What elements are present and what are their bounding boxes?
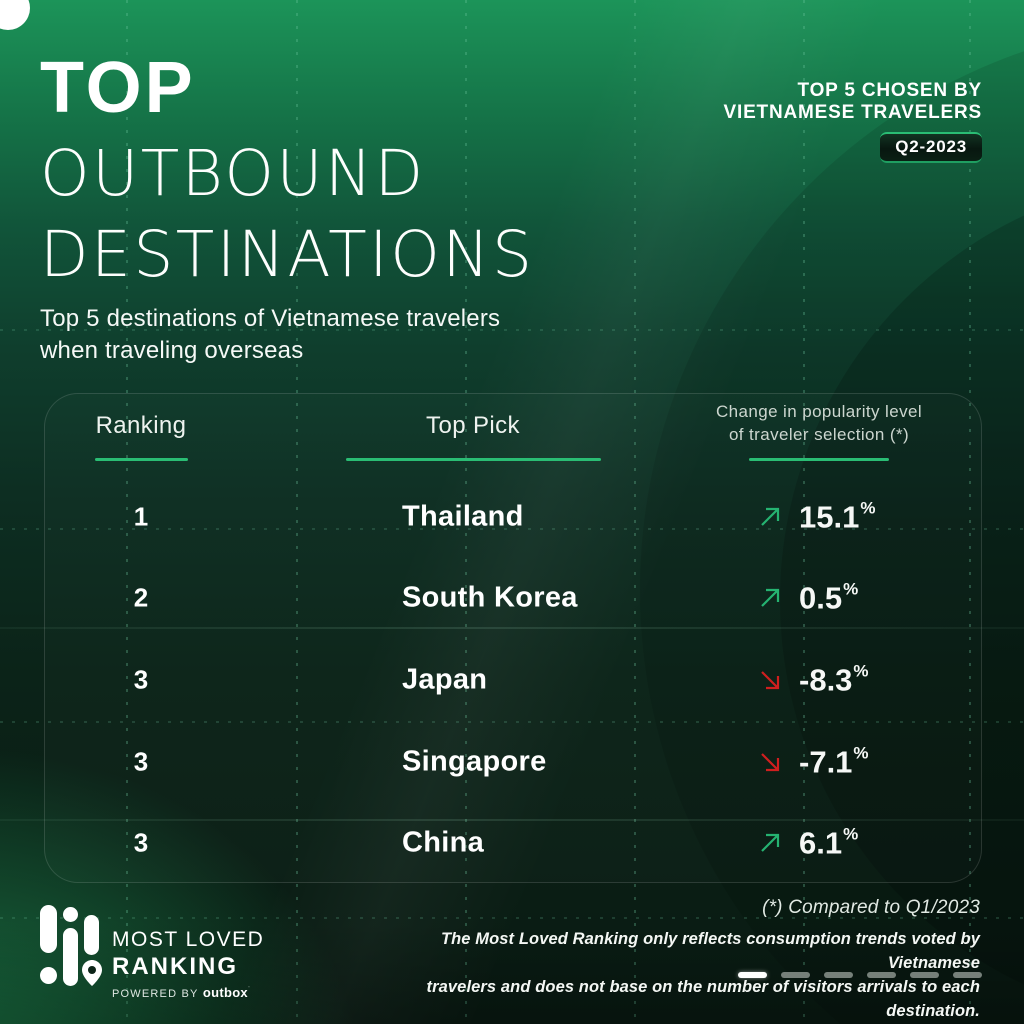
logo-mark-icon: [40, 905, 102, 997]
logo-text: MOST LOVED RANKING POWERED BY outbox˙: [112, 929, 264, 1000]
pagination-dash[interactable]: [867, 972, 896, 978]
rank-value: 3: [133, 664, 149, 695]
subtitle-line1: Top 5 destinations of Vietnamese travele…: [40, 305, 501, 332]
column-header-change-line2: of traveler selection (*): [728, 425, 910, 444]
header-underline-ranking: [95, 458, 188, 461]
comparison-note: (*) Compared to Q1/2023: [762, 897, 980, 918]
percent-sign: %: [843, 824, 859, 844]
table-row: 1 Thailand 15.1%: [45, 487, 981, 547]
page-title-line2: OUTBOUND: [40, 137, 426, 210]
destination-name: Singapore: [402, 745, 547, 778]
header-underline-change: [749, 458, 889, 461]
percent-sign: %: [860, 498, 876, 518]
rank-value: 3: [133, 746, 149, 777]
grid-hline: [0, 528, 1024, 530]
destination-name: China: [402, 826, 485, 859]
grid-vline: [296, 0, 298, 1024]
trend-up-icon: [761, 588, 780, 607]
grid-hline-solid: [0, 627, 1024, 629]
footnotes: (*) Compared to Q1/2023 The Most Loved R…: [380, 897, 980, 1023]
percent-sign: %: [843, 579, 859, 599]
rank-value: 3: [133, 827, 149, 858]
change-value: 15.1%: [799, 498, 876, 535]
grid-vline: [969, 0, 971, 1024]
grid-vline: [465, 0, 467, 1024]
column-header-top-pick: Top Pick: [426, 412, 520, 439]
pagination-dash[interactable]: [910, 972, 939, 978]
grid-hline: [0, 721, 1024, 723]
destination-name: Japan: [402, 663, 488, 696]
logo-name-line2: RANKING: [112, 953, 238, 980]
change-value: -7.1%: [799, 743, 869, 780]
quarter-badge: Q2-2023: [880, 132, 982, 163]
destination-name: Thailand: [402, 500, 524, 533]
table-row: 2 South Korea 0.5%: [45, 568, 981, 628]
table-row: 3 Singapore -7.1%: [45, 732, 981, 792]
column-header-ranking: Ranking: [95, 412, 187, 439]
title-block: TOP OUTBOUND DESTINATIONS: [40, 52, 534, 286]
table-row: 3 Japan -8.3%: [45, 650, 981, 710]
disclaimer: The Most Loved Ranking only reflects con…: [380, 927, 980, 1023]
header-underline-top-pick: [346, 458, 601, 461]
page-title-line3: DESTINATIONS: [40, 218, 535, 291]
corner-caption-line1: TOP 5 CHOSEN BY: [797, 80, 982, 101]
page-subtitle: Top 5 destinations of Vietnamese travele…: [40, 303, 500, 367]
map-pin-icon: [82, 960, 102, 986]
trend-up-icon: [761, 507, 780, 526]
trend-down-icon: [761, 753, 780, 772]
outbox-brand: outbox: [202, 985, 248, 1000]
grid-vline: [634, 0, 636, 1024]
logo-name-line1: MOST LOVED: [112, 928, 265, 951]
pagination-dash[interactable]: [781, 972, 810, 978]
change-value: 0.5%: [799, 579, 859, 616]
grid-vline: [126, 0, 128, 1024]
page-title-top: TOP: [40, 48, 196, 128]
rank-value: 1: [133, 501, 149, 532]
percent-sign: %: [853, 661, 869, 681]
corner-dot: [0, 0, 30, 30]
table-row: 3 China 6.1%: [45, 813, 981, 873]
percent-sign: %: [853, 743, 869, 763]
change-value: -8.3%: [799, 661, 869, 698]
disclaimer-line1: The Most Loved Ranking only reflects con…: [440, 930, 980, 972]
destination-name: South Korea: [402, 581, 578, 614]
grid-vline: [803, 0, 805, 1024]
column-header-change-line1: Change in popularity level: [715, 402, 923, 421]
most-loved-ranking-logo: MOST LOVED RANKING POWERED BY outbox˙: [40, 903, 370, 1003]
corner-caption-line2: VIETNAMESE TRAVELERS: [723, 102, 982, 123]
grid-hline-solid: [0, 819, 1024, 821]
rank-value: 2: [133, 582, 149, 613]
grid-hline: [0, 917, 1024, 919]
pagination-dash[interactable]: [824, 972, 853, 978]
corner-caption: TOP 5 CHOSEN BY VIETNAMESE TRAVELERS Q2-…: [724, 80, 982, 163]
trend-up-icon: [761, 833, 780, 852]
logo-powered-by: POWERED BY outbox˙: [112, 985, 252, 1000]
subtitle-line2: when traveling overseas: [40, 337, 304, 364]
grid-hline: [0, 329, 1024, 331]
disclaimer-line2: travelers and does not base on the numbe…: [426, 978, 980, 1020]
change-value: 6.1%: [799, 824, 859, 861]
column-header-change: Change in popularity level of traveler s…: [679, 400, 959, 446]
pagination-dash-active[interactable]: [738, 972, 767, 978]
trend-down-icon: [761, 671, 780, 690]
pagination-dash[interactable]: [953, 972, 982, 978]
ranking-table: Ranking Top Pick Change in popularity le…: [44, 393, 982, 883]
carousel-pagination: [738, 972, 982, 978]
